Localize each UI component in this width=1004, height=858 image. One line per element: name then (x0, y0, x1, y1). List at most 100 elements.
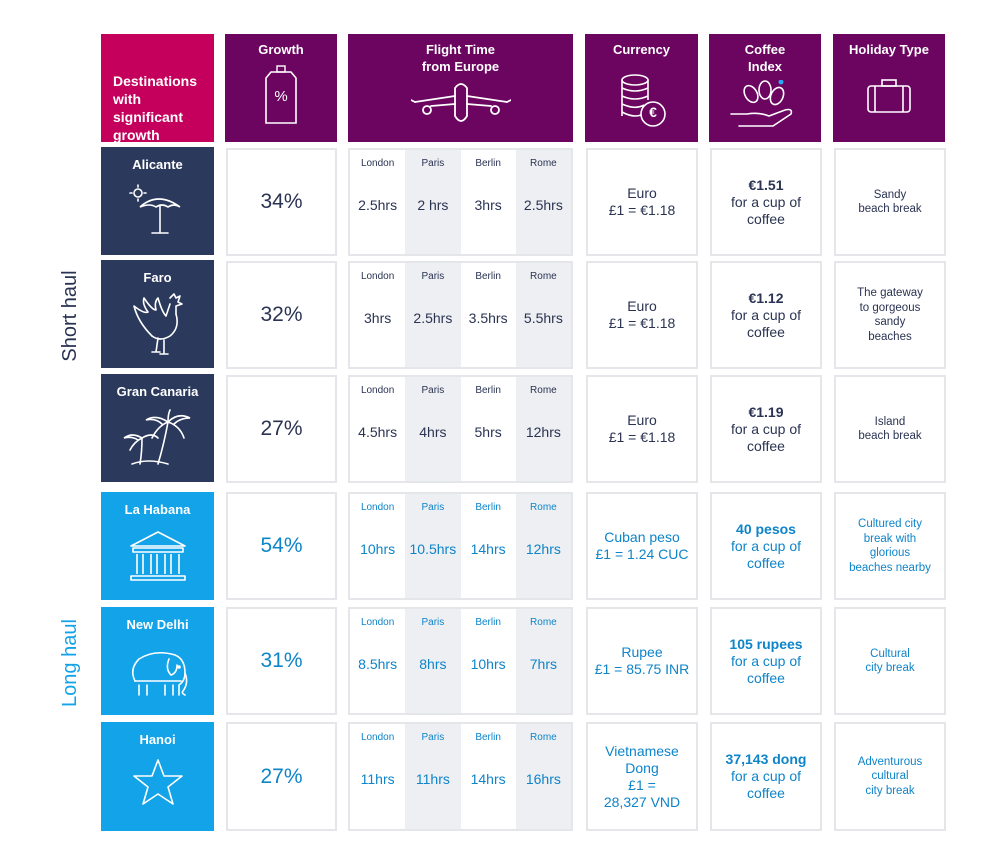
flight-col-london: London 11hrs (350, 724, 405, 829)
flight-col-berlin: Berlin 14hrs (461, 724, 516, 829)
growth-cell: 31% (226, 607, 337, 715)
city-label: Berlin (475, 271, 501, 282)
destination-name: Faro (143, 270, 172, 285)
growth-cell: 34% (226, 148, 337, 256)
coffee-cell: 37,143 dong for a cup of coffee (710, 722, 822, 831)
growth-value: 27% (260, 764, 303, 788)
flight-time: 7hrs (529, 656, 557, 672)
flight-col-berlin: Berlin 14hrs (461, 494, 516, 598)
coffee-note: for a cup of coffee (730, 537, 802, 571)
flight-time: 12hrs (525, 541, 561, 557)
destination-name: La Habana (124, 502, 191, 517)
rooster-icon (132, 293, 183, 355)
flight-time: 2.5hrs (523, 197, 563, 213)
flight-times: London 10hrs Paris 10.5hrs Berlin 14hrs Rom… (348, 492, 573, 600)
coffee-price: €1.51 (748, 176, 784, 193)
coffee-cell: €1.51 for a cup of coffee (710, 148, 822, 256)
city-label: Paris (421, 158, 445, 169)
destination-name: New Delhi (126, 617, 189, 632)
flight-col-paris: Paris 8hrs (405, 609, 461, 713)
flight-times: London 8.5hrs Paris 8hrs Berlin 10hrs Rome 7… (348, 607, 573, 715)
flight-header: Flight Time from Europe (348, 34, 573, 142)
flight-times: London 2.5hrs Paris 2 hrs Berlin 3hrs Rome 2… (348, 148, 573, 256)
destination-new-delhi: New Delhi (101, 607, 214, 715)
coffee-price: 37,143 dong (725, 751, 807, 767)
destination-gran-canaria: Gran Canaria (101, 374, 214, 482)
flight-time: 2.5hrs (358, 197, 398, 213)
percent-icon-text: % (274, 88, 288, 105)
currency-name: Euro (627, 298, 657, 314)
currency-header: Currency € (585, 34, 698, 142)
flight-time: 2.5hrs (413, 310, 453, 326)
flight-col-berlin: Berlin 3hrs (461, 150, 516, 254)
flight-time: 14hrs (470, 541, 506, 557)
flight-time: 10hrs (360, 541, 396, 557)
flight-times: London 4.5hrs Paris 4hrs Berlin 5hrs Rome 12… (348, 375, 573, 483)
growth-cell: 54% (226, 492, 337, 600)
flight-time: 5.5hrs (523, 310, 563, 326)
palm-trees-icon (123, 409, 190, 465)
flight-time: 11hrs (360, 771, 395, 787)
currency-cell: Vietnamese Dong £1 = 28,327 VND (586, 722, 698, 831)
flight-time: 16hrs (525, 771, 561, 787)
destination-hanoi: Hanoi (101, 722, 214, 831)
city-label: London (360, 502, 395, 513)
flight-time: 14hrs (470, 771, 506, 787)
coffee-cell: €1.12 for a cup of coffee (710, 261, 822, 369)
flight-col-paris: Paris 10.5hrs (405, 494, 461, 598)
currency-cell: Rupee £1 = 85.75 INR (586, 607, 698, 715)
flight-col-berlin: Berlin 3.5hrs (461, 263, 516, 367)
percent-tag-icon (265, 65, 297, 124)
holiday-cell: Adventurous cultural city break (834, 722, 946, 831)
city-label: Berlin (475, 502, 501, 513)
flight-times: London 11hrs Paris 11hrs Berlin 14hrs Rome 1… (348, 722, 573, 831)
currency-rate: £1 = 1.24 CUC (595, 546, 689, 562)
flight-col-london: London 2.5hrs (350, 150, 405, 254)
suitcase-icon (867, 79, 911, 113)
currency-rate: £1 = €1.18 (608, 315, 676, 331)
coffee-price: €1.12 (748, 289, 784, 306)
currency-rate: £1 = €1.18 (608, 429, 676, 445)
city-label: Rome (530, 158, 557, 169)
coffee-price: 105 rupees (729, 635, 803, 652)
flight-col-rome: Rome 5.5hrs (515, 263, 571, 367)
elephant-icon (131, 651, 187, 696)
holiday-type: Adventurous cultural city break (857, 755, 923, 797)
flight-time: 4.5hrs (358, 424, 398, 440)
flight-col-london: London 3hrs (350, 263, 405, 367)
city-label: Berlin (475, 732, 501, 743)
city-label: Rome (530, 732, 557, 743)
destination-la-habana: La Habana (101, 492, 214, 600)
flight-times: London 3hrs Paris 2.5hrs Berlin 3.5hrs Rome… (348, 261, 573, 369)
short-haul-label: Short haul (59, 270, 81, 362)
city-label: London (360, 271, 395, 282)
currency-name: Cuban peso (604, 529, 680, 545)
flight-col-rome: Rome 2.5hrs (515, 150, 571, 254)
flight-time: 5hrs (474, 424, 502, 440)
city-label: London (360, 732, 395, 743)
growth-value: 31% (260, 649, 303, 672)
city-label: Paris (421, 385, 445, 396)
holiday-cell: The gateway to gorgeous sandy beaches (834, 261, 946, 369)
holiday-cell: Cultured city break with glorious beache… (834, 492, 946, 600)
destination-alicante: Alicante (101, 147, 214, 255)
destination-name: Gran Canaria (116, 384, 199, 399)
flight-time: 8hrs (419, 656, 447, 672)
holiday-type: Cultured city break with glorious beache… (849, 518, 931, 574)
growth-cell: 27% (226, 375, 337, 483)
long-haul-label: Long haul (59, 619, 81, 707)
coffee-price: 40 pesos (736, 520, 796, 537)
currency-name: Euro (627, 185, 657, 201)
flight-col-paris: Paris 4hrs (405, 377, 461, 481)
city-label: London (360, 617, 395, 628)
flight-time: 2 hrs (417, 197, 449, 213)
euro-symbol: € (649, 104, 657, 120)
coffee-note: for a cup of coffee (730, 306, 802, 340)
flight-col-london: London 10hrs (350, 494, 405, 598)
currency-rate: £1 = 85.75 INR (594, 661, 690, 677)
city-label: London (360, 158, 395, 169)
coffee-note: for a cup of coffee (730, 652, 802, 686)
star-icon (132, 759, 183, 805)
flight-time: 3hrs (474, 197, 502, 213)
flight-time: 10.5hrs (409, 541, 457, 557)
